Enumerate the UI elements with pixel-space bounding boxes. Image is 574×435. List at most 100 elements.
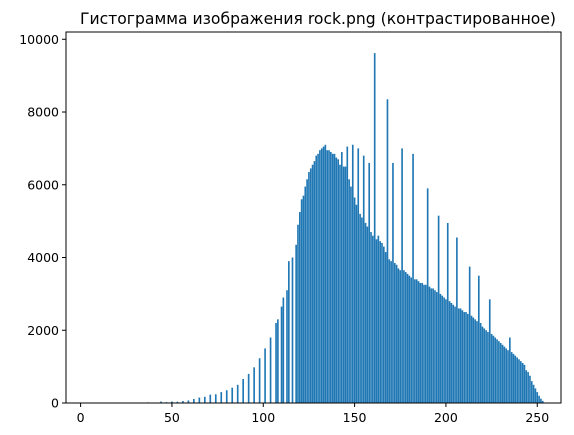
histogram-bar — [386, 99, 389, 403]
histogram-bar — [319, 150, 321, 403]
histogram-bar — [498, 341, 500, 403]
histogram-bar — [357, 148, 360, 403]
histogram-bar — [320, 148, 323, 403]
histogram-bar — [417, 281, 420, 403]
histogram-bar — [509, 337, 511, 403]
histogram-bar — [317, 153, 319, 403]
histogram-bar — [512, 353, 515, 403]
histogram-bar — [521, 362, 524, 403]
histogram-bar — [242, 378, 244, 403]
histogram-bar — [359, 213, 361, 403]
histogram-bar — [430, 288, 433, 403]
histogram-bar — [530, 381, 533, 403]
histogram-bar — [463, 312, 466, 403]
histogram-bar — [519, 361, 522, 403]
histogram-bar — [306, 179, 308, 403]
histogram-bar — [450, 302, 453, 403]
histogram-bar — [465, 312, 467, 403]
histogram-bar — [490, 333, 493, 403]
histogram-bar — [492, 335, 495, 403]
histogram-bar — [454, 306, 456, 403]
histogram-bar — [361, 217, 363, 403]
histogram-bar — [421, 282, 423, 403]
histogram-bar — [408, 275, 411, 403]
histogram-bar — [507, 350, 509, 403]
histogram-bar — [379, 241, 381, 403]
histogram-bar — [456, 237, 458, 403]
histogram-bar — [487, 332, 489, 403]
histogram-bar — [494, 337, 497, 403]
histogram-bar — [446, 222, 449, 403]
histogram-bar — [298, 212, 301, 403]
histogram-bar — [437, 215, 440, 403]
histogram-bar — [516, 357, 518, 403]
histogram-bar — [326, 150, 329, 403]
histogram-bar — [423, 284, 425, 403]
histogram-bar — [523, 364, 526, 403]
y-tick-label: 0 — [51, 396, 59, 411]
histogram-bar — [406, 273, 409, 403]
histogram-bar — [247, 373, 250, 403]
histogram-bar — [534, 388, 537, 403]
histogram-bar — [344, 166, 347, 403]
histogram-bar — [333, 153, 336, 403]
histogram-bar — [225, 390, 228, 403]
histogram-bar — [258, 358, 261, 403]
histogram-bar — [324, 144, 327, 403]
histogram-bar — [388, 259, 391, 403]
histogram-bar — [485, 330, 487, 403]
histogram-bar — [295, 244, 297, 403]
histogram-bar — [322, 146, 325, 403]
histogram-bar — [383, 246, 385, 403]
histogram-bar — [302, 195, 305, 403]
histogram-bar — [355, 204, 358, 403]
histogram-bar — [351, 144, 354, 403]
histogram-bar — [176, 401, 179, 403]
histogram-bar — [399, 270, 402, 403]
histogram-bar — [488, 299, 491, 403]
histogram-bar — [395, 264, 398, 403]
x-tick-label: 150 — [343, 410, 367, 425]
histogram-bar — [350, 186, 352, 403]
histogram-bar — [468, 266, 471, 403]
histogram-bar — [297, 224, 299, 403]
histogram-bar — [231, 387, 234, 403]
histogram-bar — [415, 279, 418, 403]
histogram-bar — [525, 370, 528, 403]
histogram-bar — [474, 319, 476, 403]
histogram-bar — [404, 272, 407, 403]
histogram-bar — [220, 392, 223, 403]
histogram-bar — [277, 319, 279, 403]
histogram-bar — [280, 306, 283, 403]
histogram-bar — [311, 164, 314, 403]
x-tick-label: 100 — [251, 410, 275, 425]
plot-frame — [65, 31, 562, 404]
histogram-bar — [505, 348, 508, 403]
histogram-bar — [370, 232, 372, 403]
histogram-bar — [459, 308, 462, 403]
histogram-bar — [313, 161, 316, 403]
histogram-bar — [470, 315, 473, 403]
histogram-bar — [335, 157, 338, 403]
histogram-bar — [269, 337, 272, 403]
x-tick-label: 0 — [77, 410, 85, 425]
histogram-bar — [410, 277, 413, 403]
histogram-bar — [445, 299, 447, 403]
histogram-bar — [275, 322, 277, 403]
histogram-bar — [337, 159, 339, 403]
histogram-bar — [483, 328, 486, 403]
histogram-bar — [393, 262, 396, 403]
histogram-bar — [331, 153, 334, 403]
histogram-bar — [214, 394, 217, 403]
histogram-bar — [529, 375, 531, 403]
histogram-bar — [432, 288, 434, 403]
histogram-bar — [291, 257, 294, 403]
histogram-bar — [452, 304, 455, 403]
histogram-bar — [414, 279, 416, 403]
histogram-bar — [510, 352, 513, 403]
histogram-bar — [419, 282, 422, 403]
histogram-bar — [282, 297, 285, 403]
histogram-bar — [540, 398, 542, 403]
histogram-bar — [541, 400, 544, 403]
